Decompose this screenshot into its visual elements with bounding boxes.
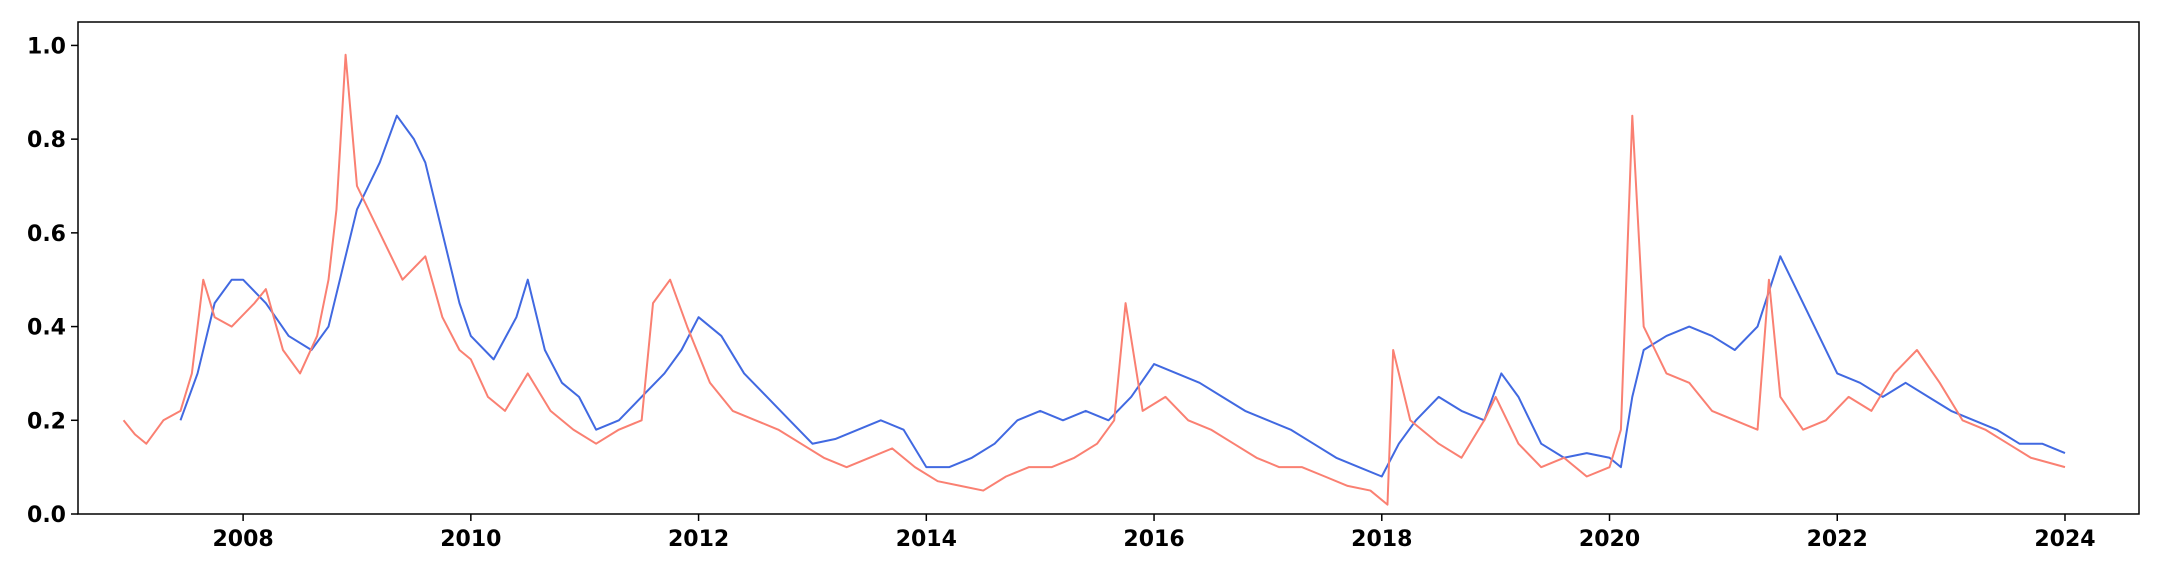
- x-tick-label: 2018: [1351, 527, 1412, 552]
- series-line-1: [122, 53, 2066, 506]
- x-tick-label: 2008: [212, 527, 273, 552]
- y-tick-label: 0.4: [27, 316, 66, 341]
- x-tick-label: 2022: [1807, 527, 1868, 552]
- y-tick-label: 1.0: [27, 34, 66, 59]
- x-tick-label: 2016: [1123, 527, 1184, 552]
- x-tick-label: 2010: [440, 527, 501, 552]
- y-axis: 0.0 0.2 0.4 0.6 0.8 1.0: [27, 34, 78, 528]
- y-tick-label: 0.2: [27, 409, 66, 434]
- x-tick-label: 2020: [1579, 527, 1640, 552]
- y-tick-label: 0.0: [27, 503, 66, 528]
- x-tick-label: 2012: [668, 527, 729, 552]
- plot-area: [122, 53, 2066, 506]
- plot-frame: [77, 21, 2140, 515]
- x-axis: 2008 2010 2012 2014 2016 2018 2020 2022 2024: [212, 514, 2096, 552]
- x-tick-label: 2024: [2034, 527, 2095, 552]
- y-tick-label: 0.8: [27, 128, 66, 153]
- series-line-0: [179, 114, 2066, 478]
- x-tick-label: 2014: [896, 527, 957, 552]
- y-tick-label: 0.6: [27, 222, 66, 247]
